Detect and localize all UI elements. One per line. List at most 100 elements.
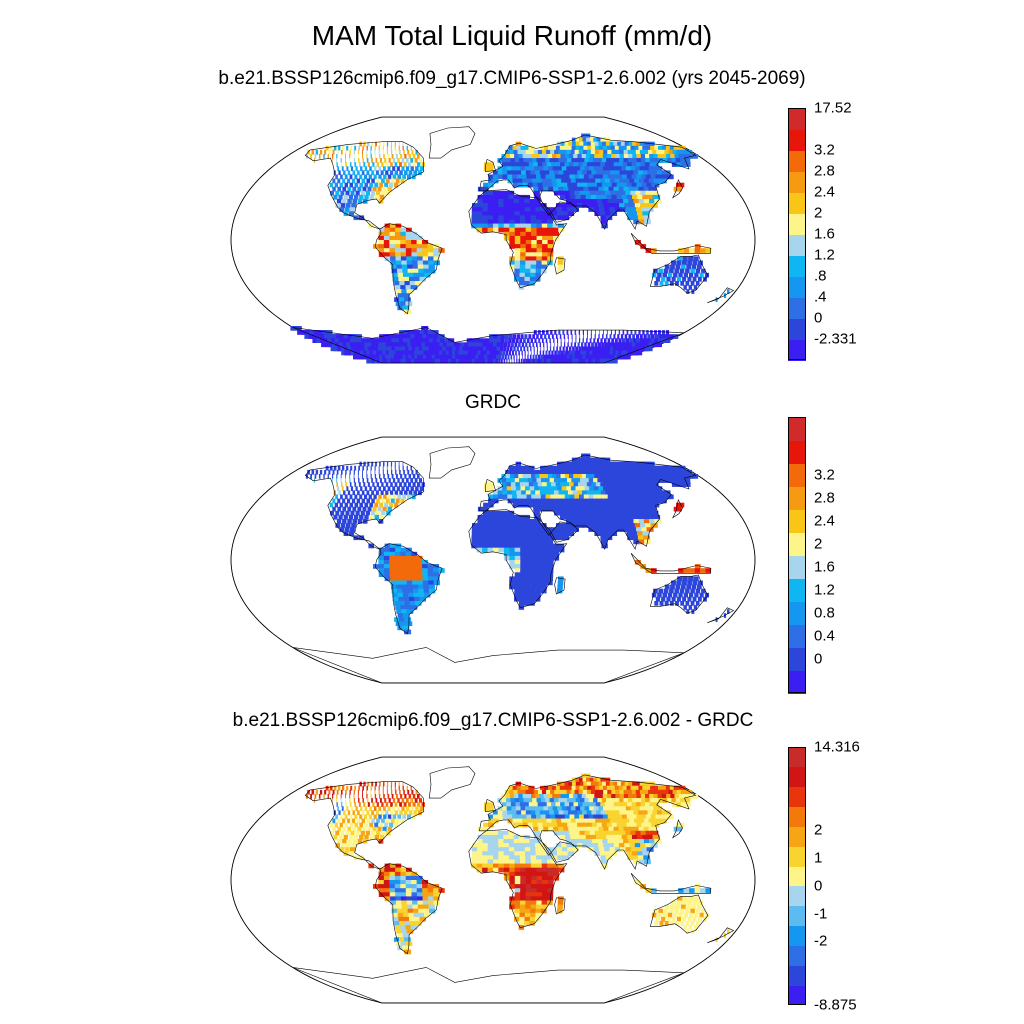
- grid-cell: [598, 166, 606, 171]
- grid-cell: [490, 358, 494, 364]
- grid-cell: [497, 798, 503, 803]
- grid-cell: [402, 814, 406, 820]
- grid-cell: [653, 818, 662, 824]
- grid-cell: [368, 174, 372, 180]
- grid-cell: [514, 256, 521, 262]
- coastline-greenland: [428, 766, 476, 799]
- grid-cell: [350, 510, 355, 516]
- grid-cell: [614, 178, 623, 184]
- grid-cell: [645, 888, 652, 893]
- grid-cell: [402, 613, 410, 618]
- grid-cell: [422, 240, 429, 245]
- grid-cell: [406, 580, 414, 586]
- grid-cell: [653, 166, 663, 171]
- grid-cell: [557, 502, 564, 508]
- grid-cell: [358, 855, 365, 861]
- grid-cell: [612, 839, 620, 844]
- grid-cell: [412, 900, 419, 906]
- grid-cell: [384, 863, 391, 869]
- grid-cell: [547, 888, 554, 893]
- grid-cell: [585, 818, 593, 824]
- grid-cell: [571, 145, 580, 151]
- grid-cell: [350, 527, 355, 532]
- grid-cell: [545, 338, 548, 343]
- grid-cell: [529, 789, 536, 795]
- grid-cell: [360, 510, 365, 516]
- grid-cell: [336, 199, 342, 204]
- grid-cell: [404, 794, 407, 799]
- grid-cell: [370, 830, 376, 836]
- grid-cell: [529, 276, 536, 282]
- grid-cell: [407, 174, 411, 180]
- grid-cell: [678, 912, 683, 918]
- grid-cell: [604, 342, 609, 348]
- grid-cell: [610, 490, 618, 496]
- grid-cell: [591, 490, 599, 496]
- grid-cell: [673, 465, 686, 471]
- grid-cell: [353, 478, 355, 483]
- grid-cell: [567, 851, 575, 856]
- grid-cell: [574, 830, 582, 836]
- grid-cell: [398, 596, 406, 602]
- grid-cell: [518, 794, 524, 799]
- grid-cell: [514, 576, 521, 582]
- grid-cell: [503, 834, 510, 840]
- grid-cell: [552, 231, 559, 237]
- grid-cell: [553, 338, 555, 343]
- grid-cell: [615, 830, 623, 836]
- grid-cell: [403, 912, 410, 918]
- colorbar-tick-label: 2: [814, 535, 823, 552]
- grid-cell: [383, 174, 387, 180]
- grid-cell: [531, 794, 538, 799]
- grid-cell: [538, 506, 545, 512]
- grid-cell: [575, 486, 583, 491]
- grid-cell: [489, 350, 494, 356]
- grid-cell: [333, 834, 338, 840]
- grid-cell: [687, 596, 692, 602]
- grid-cell: [410, 285, 418, 290]
- grid-cell: [564, 474, 572, 479]
- grid-cell: [503, 199, 510, 204]
- grid-cell: [557, 182, 564, 188]
- grid-cell: [576, 839, 583, 844]
- grid-cell: [558, 826, 565, 832]
- grid-cell: [357, 490, 360, 496]
- grid-cell: [314, 794, 317, 799]
- colorbar-swatch: [788, 670, 806, 694]
- grid-cell: [646, 527, 654, 532]
- grid-cell: [574, 469, 583, 475]
- grid-cell: [694, 568, 701, 573]
- grid-cell: [541, 904, 547, 910]
- grid-cell: [384, 248, 391, 253]
- grid-cell: [514, 892, 521, 897]
- grid-cell: [361, 178, 365, 184]
- grid-cell: [620, 510, 628, 516]
- grid-cell: [645, 190, 654, 196]
- grid-cell: [410, 145, 412, 151]
- grid-cell: [527, 158, 534, 163]
- grid-cell: [558, 469, 566, 475]
- coastline-uk: [485, 798, 496, 813]
- grid-cell: [390, 145, 392, 151]
- grid-cell: [520, 859, 527, 865]
- grid-cell: [694, 592, 699, 598]
- grid-cell: [388, 798, 391, 803]
- grid-cell: [553, 798, 561, 803]
- grid-cell: [593, 486, 602, 491]
- grid-cell: [612, 174, 621, 180]
- grid-cell: [662, 592, 667, 598]
- grid-cell: [498, 863, 505, 869]
- grid-cell: [564, 510, 571, 516]
- grid-cell: [382, 789, 384, 795]
- grid-cell: [608, 506, 616, 512]
- grid-cell: [541, 211, 548, 216]
- grid-cell: [631, 851, 639, 856]
- grid-cell: [553, 875, 560, 881]
- grid-cell: [577, 822, 584, 828]
- grid-cell: [384, 256, 391, 262]
- grid-cell: [628, 519, 636, 524]
- grid-cell: [577, 350, 583, 356]
- grid-cell: [371, 498, 375, 504]
- grid-cell: [508, 834, 515, 840]
- panel-3-colorbar: -8.875 -2 -1 0 1 2 14.316: [788, 739, 868, 1014]
